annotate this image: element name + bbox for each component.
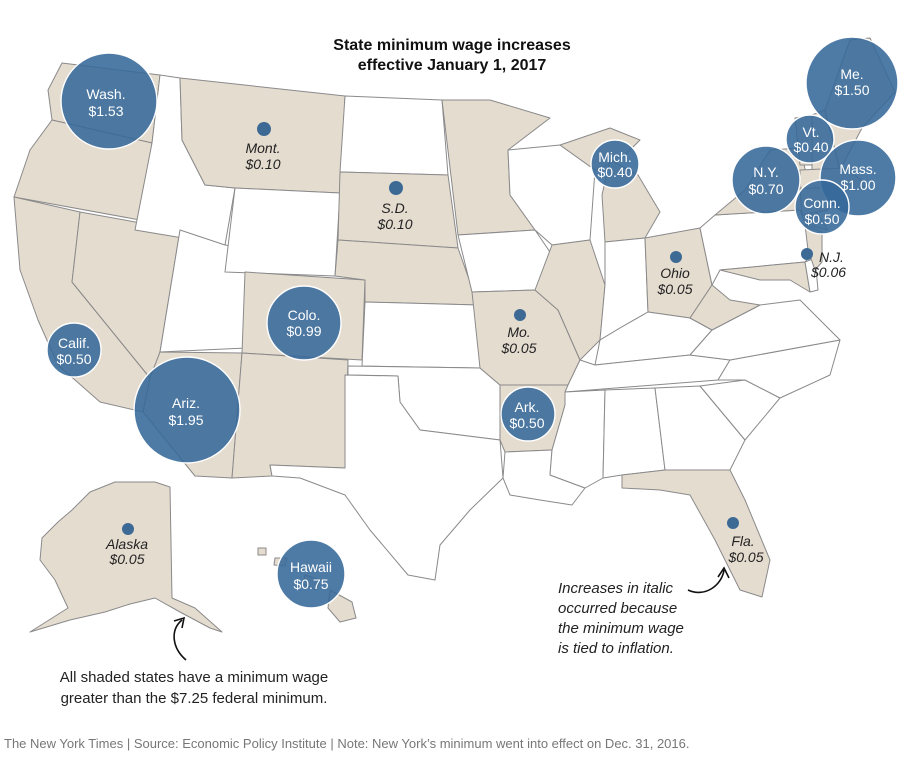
dot-ohio <box>670 251 682 263</box>
label-montana-value: $0.10 <box>244 156 280 172</box>
map-title-line1: State minimum wage increases <box>333 37 571 54</box>
bubbles-layer: Wash. $1.53 Calif. $0.50 Ariz. $1.95 Col… <box>46 36 899 609</box>
italic-note-line2: occurred because <box>558 600 677 617</box>
bubble-washington-value: $1.53 <box>88 103 123 119</box>
state-alaska <box>29 481 223 633</box>
credit-line: The New York Times | Source: Economic Po… <box>4 736 689 751</box>
bubble-michigan-name: Mich. <box>598 149 631 165</box>
dot-montana <box>257 122 271 136</box>
bubble-new-york <box>731 145 801 215</box>
state-georgia <box>654 385 746 471</box>
bubble-michigan-value: $0.40 <box>597 164 632 180</box>
dot-new-jersey <box>801 248 813 260</box>
bubble-california-value: $0.50 <box>56 351 91 367</box>
bubble-new-york-value: $0.70 <box>748 181 783 197</box>
state-alabama <box>602 387 666 479</box>
label-missouri-value: $0.05 <box>500 340 536 356</box>
bubble-maine-name: Me. <box>840 66 863 82</box>
bubble-massachusetts-name: Mass. <box>839 161 876 177</box>
bubble-washington-name: Wash. <box>86 86 125 102</box>
dots-layer: Mont. $0.10 S.D. $0.10 Mo. $0.05 Ohio $0… <box>105 122 846 567</box>
bubble-washington <box>60 52 158 150</box>
bubble-connecticut-name: Conn. <box>803 195 840 211</box>
bubble-colorado-name: Colo. <box>288 307 321 323</box>
label-florida-name: Fla. <box>731 533 754 549</box>
label-south-dakota-name: S.D. <box>381 200 408 216</box>
dot-alaska <box>122 523 134 535</box>
italic-note-arrow <box>687 569 725 594</box>
bubble-hawaii-name: Hawaii <box>290 559 332 575</box>
state-texas <box>269 374 504 581</box>
annotations-layer: Increases in italic occurred because the… <box>60 566 730 707</box>
bubble-michigan <box>590 139 640 189</box>
label-south-dakota-value: $0.10 <box>376 216 412 232</box>
bubble-connecticut <box>794 179 850 235</box>
italic-note-line1: Increases in italic <box>558 580 674 597</box>
dot-florida <box>727 517 739 529</box>
label-ohio-value: $0.05 <box>656 281 692 297</box>
label-alaska-value: $0.05 <box>108 551 144 567</box>
state-new-mexico <box>231 352 349 479</box>
italic-note-line3: the minimum wage <box>558 620 684 637</box>
label-ohio-name: Ohio <box>660 265 690 281</box>
bubble-connecticut-value: $0.50 <box>804 211 839 227</box>
state-north-dakota <box>339 95 449 176</box>
bubble-new-york-name: N.Y. <box>753 164 778 180</box>
bubble-hawaii-value: $0.75 <box>293 576 328 592</box>
state-maryland <box>719 261 811 293</box>
dot-missouri <box>514 309 526 321</box>
bubble-arkansas-value: $0.50 <box>509 415 544 431</box>
bubble-colorado <box>266 285 342 361</box>
map-title-line2: effective January 1, 2017 <box>358 57 547 74</box>
bubble-hawaii <box>276 539 346 609</box>
state-florida <box>621 469 771 598</box>
dot-south-dakota <box>389 181 403 195</box>
bubble-massachusetts-value: $1.00 <box>840 177 875 193</box>
state-wyoming <box>224 187 341 277</box>
bubble-colorado-value: $0.99 <box>286 323 321 339</box>
state-hawaii-kauai <box>257 547 267 556</box>
bubble-arizona-name: Ariz. <box>172 395 200 411</box>
bubble-arkansas <box>500 386 556 442</box>
italic-note-line4: is tied to inflation. <box>558 640 674 657</box>
state-illinois <box>534 239 606 361</box>
label-new-jersey-name: N.J. <box>819 249 844 265</box>
bubble-vermont <box>785 114 835 164</box>
state-kansas <box>361 301 481 369</box>
bubble-maine-value: $1.50 <box>834 82 869 98</box>
label-alaska-name: Alaska <box>105 536 148 552</box>
bubble-california <box>46 322 102 378</box>
state-west-virginia <box>689 284 761 331</box>
label-montana-name: Mont. <box>245 140 280 156</box>
label-florida-value: $0.05 <box>727 549 763 565</box>
label-missouri-name: Mo. <box>507 324 530 340</box>
bubble-arkansas-name: Ark. <box>515 399 540 415</box>
bubble-california-name: Calif. <box>58 335 90 351</box>
bubble-arizona <box>133 356 241 464</box>
bubble-arizona-value: $1.95 <box>168 412 203 428</box>
shaded-note-arrowhead <box>173 616 186 629</box>
bubble-maine <box>805 36 899 130</box>
label-new-jersey-value: $0.06 <box>810 264 846 280</box>
bubble-vermont-value: $0.40 <box>793 139 828 155</box>
italic-note-arrowhead <box>717 566 730 579</box>
shaded-note-line2: greater than the $7.25 federal minimum. <box>61 690 328 707</box>
bubble-vermont-name: Vt. <box>802 124 819 140</box>
shaded-note-arrow <box>173 619 187 661</box>
shaded-note-line1: All shaded states have a minimum wage <box>60 669 328 686</box>
